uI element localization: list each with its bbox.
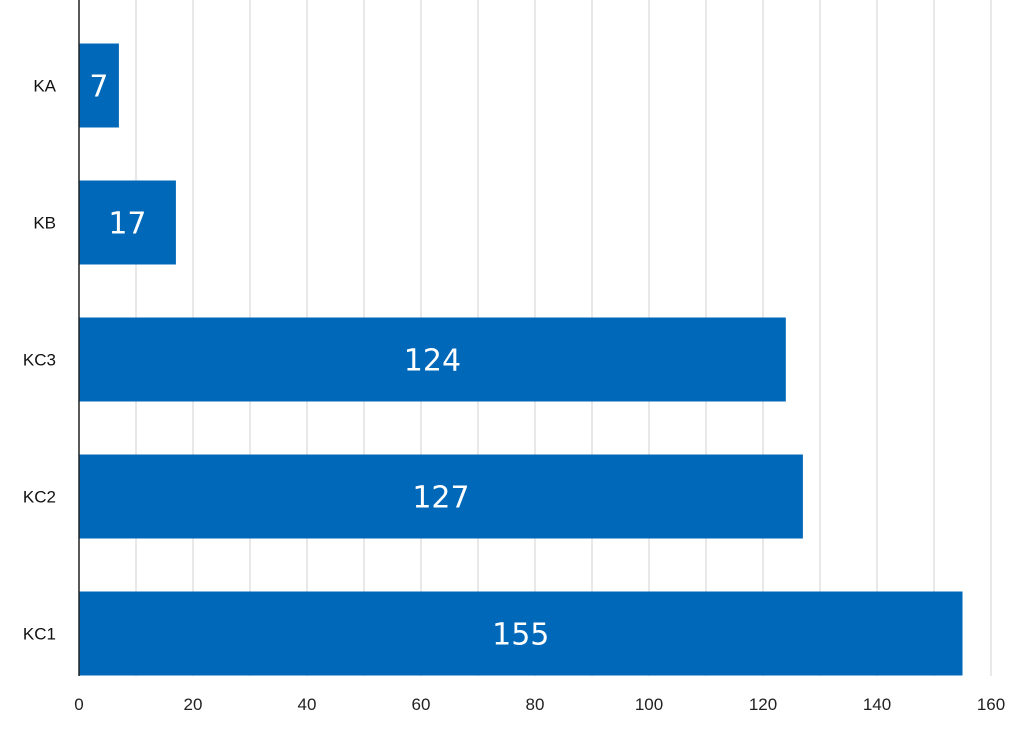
bar-value-label: 127 [412, 481, 469, 516]
bar-value-label: 7 [89, 70, 108, 105]
x-tick-label: 60 [412, 695, 431, 714]
category-label: KC2 [23, 488, 56, 507]
x-tick-label: 0 [74, 695, 83, 714]
x-tick-label: 140 [863, 695, 891, 714]
x-tick-label: 160 [977, 695, 1005, 714]
bar [79, 180, 176, 265]
x-tick-label: 120 [749, 695, 777, 714]
x-tick-label: 80 [526, 695, 545, 714]
x-tick-label: 40 [298, 695, 317, 714]
bar [79, 454, 803, 539]
bar-layer [79, 43, 963, 676]
category-label: KC1 [23, 625, 56, 644]
x-tick-label: 100 [635, 695, 663, 714]
bar [79, 317, 786, 402]
category-label: KB [33, 214, 56, 233]
bar-value-label: 155 [492, 618, 549, 653]
bar [79, 591, 963, 676]
axis-layer: 0 20 40 60 80 100 120 140 160 [74, 0, 1005, 714]
bar [79, 43, 119, 128]
label-layer: 7 KA 17 KB 124 KC3 127 KC2 155 KC1 [23, 70, 549, 653]
bar-value-label: 17 [108, 207, 146, 242]
bar-value-label: 124 [404, 344, 461, 379]
x-tick-label: 20 [184, 695, 203, 714]
category-label: KC3 [23, 351, 56, 370]
category-label: KA [33, 77, 56, 96]
